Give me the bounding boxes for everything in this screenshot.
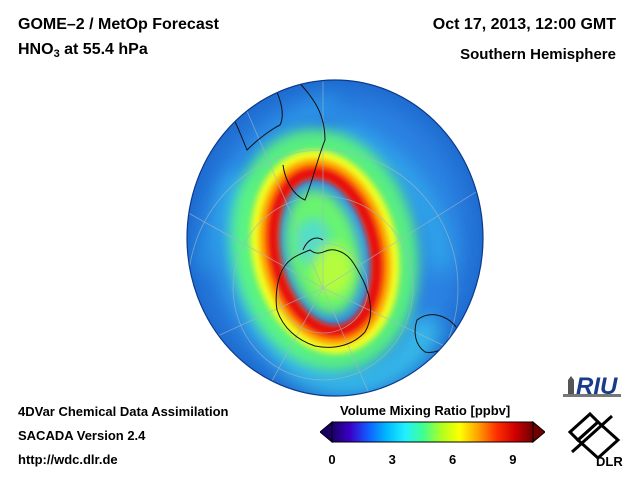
dlr-logo-text: DLR [596, 454, 623, 468]
colorbar-tick-label: 6 [448, 452, 457, 467]
pressure-level: at 55.4 hPa [59, 41, 148, 58]
colorbar-gradient [331, 421, 534, 443]
footer-line-2: SACADA Version 2.4 [18, 428, 146, 443]
colorbar-min-arrow [319, 420, 333, 444]
footer-url-link[interactable]: http://wdc.dlr.de [18, 452, 118, 467]
colorbar-tick-label: 3 [388, 452, 396, 467]
riu-logo-text: RIU [576, 373, 618, 400]
colorbar-tick-label: 0 [328, 452, 336, 467]
footer-line-1: 4DVar Chemical Data Assimilation [18, 404, 229, 419]
hemisphere-label: Southern Hemisphere [460, 46, 616, 63]
dlr-logo: DLR [560, 410, 630, 469]
colorbar-max-arrow [532, 420, 546, 444]
colorbar-title: Volume Mixing Ratio [ppbv] [340, 403, 511, 418]
riu-logo: RIU [560, 368, 630, 406]
globe-map [185, 70, 485, 400]
colorbar [319, 420, 546, 444]
species-subscript: 3 [53, 48, 60, 60]
forecast-date: Oct 17, 2013, 12:00 GMT [432, 16, 616, 33]
species-name: HNO [18, 41, 54, 58]
species-title: HNO3 at 55.4 hPa [18, 41, 148, 60]
colorbar-tick-label: 9 [509, 452, 517, 467]
forecast-title: GOME–2 / MetOp Forecast [18, 16, 219, 33]
